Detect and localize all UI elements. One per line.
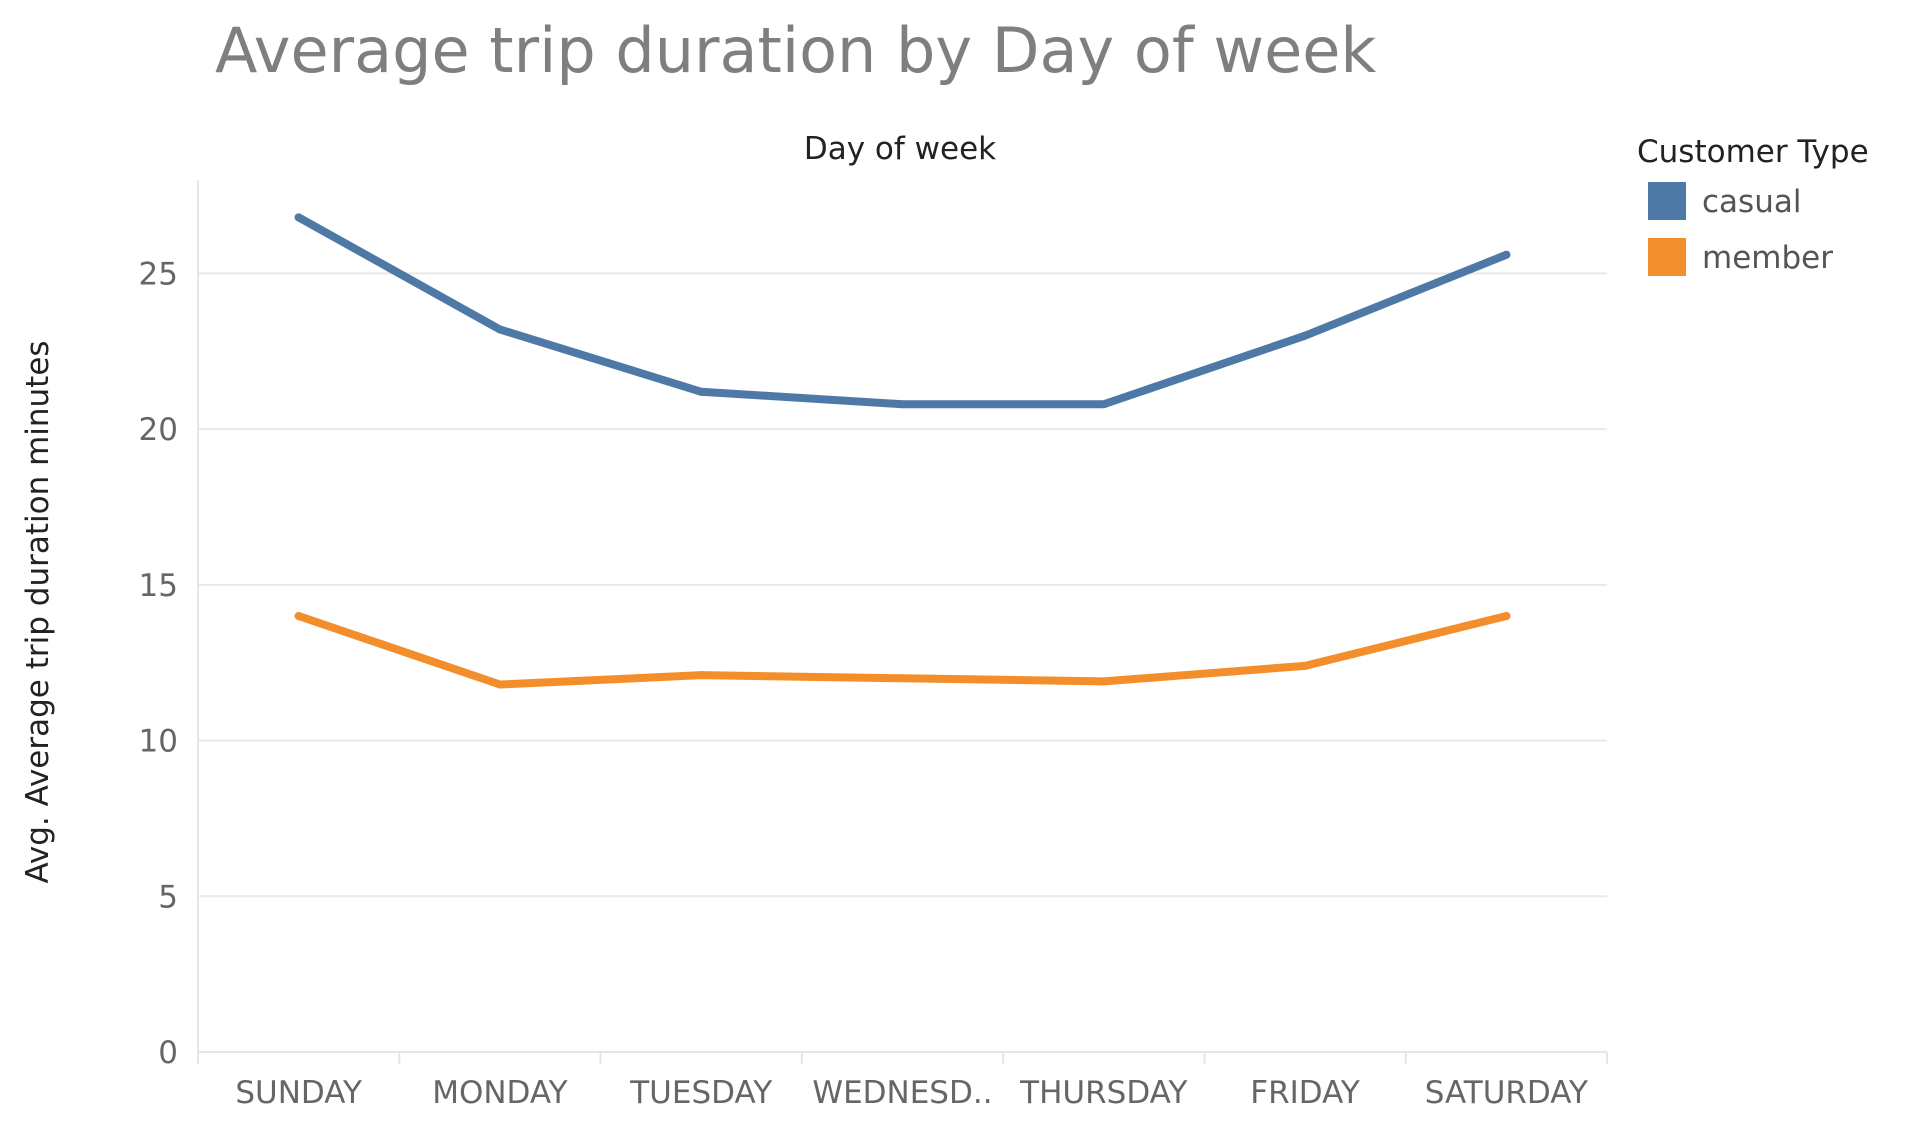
y-tick-label: 5 [158, 879, 178, 915]
data-point-casual [495, 325, 504, 334]
y-tick-label: 25 [139, 256, 178, 292]
axis-layer [197, 180, 1608, 1064]
series-line-casual [294, 213, 1511, 409]
x-tick-label: SUNDAY [235, 1075, 362, 1111]
data-point-member [294, 612, 303, 620]
y-tick-label: 10 [139, 724, 178, 760]
series-line-member [294, 612, 1511, 689]
x-tick-label: THURSDAY [1019, 1075, 1187, 1111]
legend-label-casual: casual [1702, 184, 1801, 220]
series-layer [294, 213, 1511, 689]
legend-swatch-member [1648, 238, 1686, 276]
data-point-member [697, 671, 706, 680]
y-tick-label: 15 [139, 568, 178, 604]
chart-title: Average trip duration by Day of week [215, 14, 1376, 87]
data-point-casual [697, 387, 706, 396]
data-point-member [898, 674, 907, 683]
column-header: Day of week [804, 131, 996, 167]
y-tick-label: 0 [158, 1035, 178, 1071]
data-point-casual [1301, 331, 1310, 340]
grid-layer [198, 272, 1607, 898]
data-point-member [1301, 661, 1310, 670]
x-tick-label: TUESDAY [629, 1075, 772, 1111]
data-point-casual [898, 400, 907, 409]
label-layer: 0 5 10 15 20 25 SUNDAY MONDAY TUESDAY WEDNESD.. TH… [139, 256, 1589, 1111]
data-point-member [495, 680, 504, 689]
legend-label-member: member [1702, 240, 1833, 276]
data-point-casual [1099, 400, 1108, 409]
data-point-member [1099, 677, 1108, 686]
x-tick-label: MONDAY [432, 1075, 567, 1111]
data-point-casual [294, 213, 303, 222]
data-point-member [1502, 612, 1511, 620]
x-tick-label: WEDNESD.. [812, 1075, 992, 1111]
legend-swatch-casual [1648, 182, 1686, 220]
y-tick-label: 20 [139, 412, 178, 448]
y-axis-label: Avg. Average trip duration minutes [20, 340, 56, 883]
x-tick-label: FRIDAY [1250, 1075, 1360, 1111]
x-tick-label: SATURDAY [1425, 1075, 1588, 1111]
legend-title: Customer Type [1637, 134, 1869, 170]
data-point-casual [1502, 250, 1511, 259]
legend: Customer Type casual member [1637, 134, 1869, 276]
